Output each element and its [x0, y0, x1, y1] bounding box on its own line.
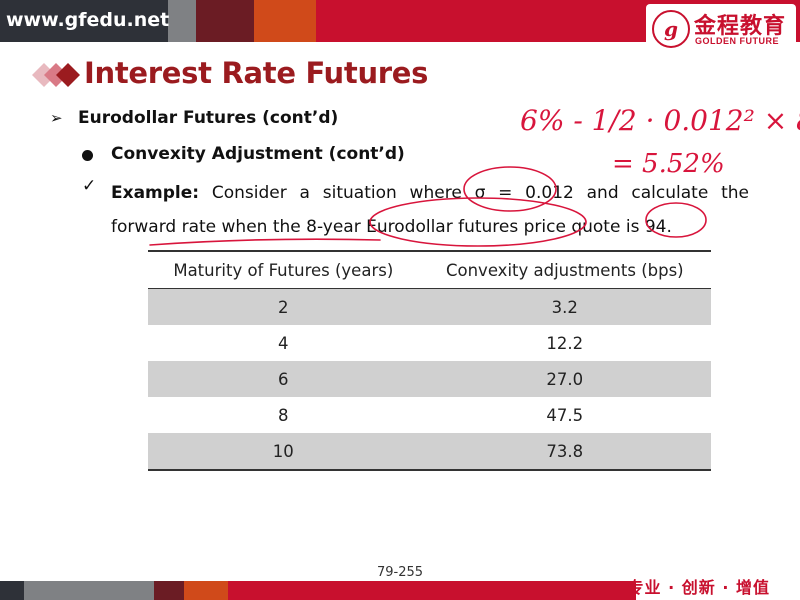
table-cell: 27.0 — [418, 361, 711, 397]
table-row: 2 3.2 — [148, 288, 711, 325]
bullet-level1-text: Eurodollar Futures (cont’d) — [78, 108, 339, 128]
ink-result: = 5.52% — [612, 149, 725, 179]
example-line-2: forward rate when the 8-year Eurodollar … — [111, 217, 672, 237]
footer-segment-orange — [184, 581, 228, 600]
checkmark-bullet-icon: ✓ — [82, 176, 97, 196]
logo-mark-icon: g — [652, 10, 690, 48]
table-header-adjustment: Convexity adjustments (bps) — [418, 250, 711, 289]
convexity-table: Maturity of Futures (years) Convexity ad… — [148, 250, 711, 471]
bullet-level2-text: Convexity Adjustment (cont’d) — [111, 144, 405, 164]
table-cell: 4 — [278, 333, 289, 353]
table-row: 8 47.5 — [148, 397, 711, 433]
footer-bar — [0, 581, 800, 600]
table-header-maturity: Maturity of Futures (years) — [148, 250, 419, 289]
footer-segment-white — [636, 581, 800, 600]
table-row: 10 73.8 — [148, 433, 711, 471]
page-number: 79-255 — [376, 565, 424, 580]
footer-segment-maroon — [154, 581, 184, 600]
table-cell: 2 — [148, 288, 419, 325]
example-line-1: Example: Consider a situation where σ = … — [111, 176, 749, 210]
footer-slogan: 专业 · 创新 · 增值 — [627, 578, 770, 597]
table-cell: 6 — [148, 361, 419, 397]
footer-segment-red — [228, 581, 636, 600]
example-label: Example: — [111, 183, 200, 203]
table-header-row: Maturity of Futures (years) Convexity ad… — [148, 250, 711, 289]
dot-bullet-icon — [82, 150, 93, 161]
footer-segment-grey — [24, 581, 154, 600]
footer-segment-dark — [0, 581, 24, 600]
table-cell: 3.2 — [418, 288, 711, 325]
title-diamonds-icon — [32, 63, 80, 87]
arrow-bullet-icon: ➢ — [50, 109, 63, 127]
logo-english-name: GOLDEN FUTURE — [695, 36, 779, 46]
header-segment-grey — [168, 0, 196, 42]
table-row: 4 12.2 — [148, 325, 711, 361]
table-cell: 8 — [278, 405, 289, 425]
header-segment-maroon — [196, 0, 254, 42]
example-line-1-text: Consider a situation where σ = 0.012 and… — [211, 183, 749, 203]
site-url[interactable]: www.gfedu.net — [6, 9, 170, 31]
table-cell: 73.8 — [418, 433, 711, 471]
table-cell: 47.5 — [546, 405, 584, 425]
slide-title: Interest Rate Futures — [84, 56, 429, 90]
header-segment-dark — [0, 0, 168, 42]
header-segment-orange — [254, 0, 316, 42]
table-row: 6 27.0 — [148, 361, 711, 397]
ink-formula: 6% - 1/2 · 0.012² × 8 × 8.25 — [520, 104, 800, 137]
logo-chinese-name: 金程教育 — [694, 14, 787, 39]
brand-logo: g 金程教育 GOLDEN FUTURE — [646, 4, 796, 58]
table-cell: 12.2 — [546, 333, 584, 353]
table-cell: 10 — [148, 433, 419, 471]
